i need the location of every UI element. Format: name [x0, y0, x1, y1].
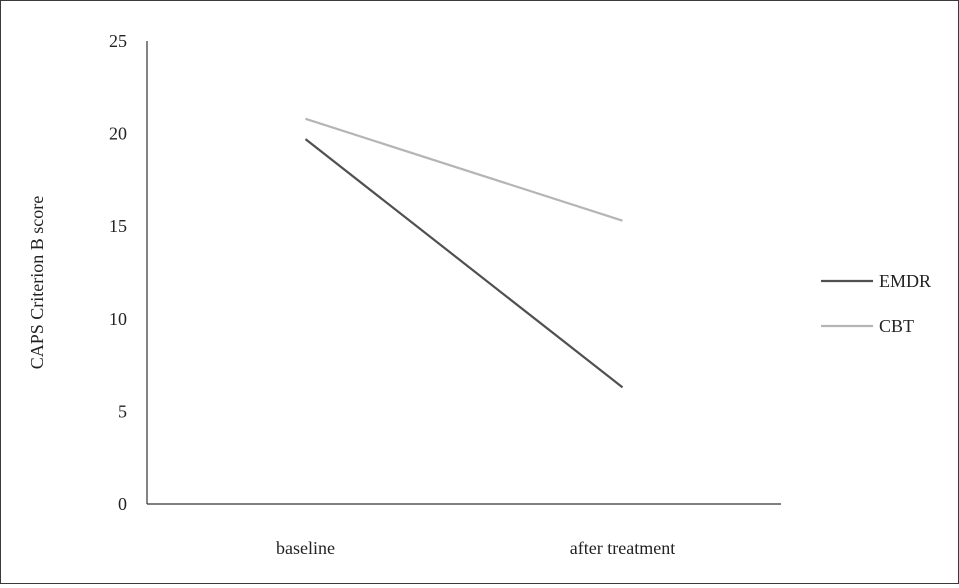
series-line-emdr: [304, 138, 624, 389]
y-tick-label: 15: [109, 216, 127, 236]
x-axis-ticks: baseline after treatment: [276, 538, 675, 558]
legend: EMDR CBT: [821, 271, 931, 336]
y-tick-label: 0: [118, 494, 127, 514]
legend-label-emdr: EMDR: [879, 271, 931, 291]
series-line-cbt: [305, 117, 623, 222]
x-tick-label: baseline: [276, 538, 335, 558]
y-tick-label: 10: [109, 309, 127, 329]
x-tick-label: after treatment: [570, 538, 675, 558]
y-axis-ticks: 0 5 10 15 20 25: [109, 31, 127, 514]
legend-label-cbt: CBT: [879, 316, 914, 336]
series-lines: [304, 117, 624, 389]
y-axis-title: CAPS Criterion B score: [27, 196, 47, 370]
y-tick-label: 20: [109, 124, 127, 144]
y-tick-label: 5: [118, 401, 127, 421]
y-tick-label: 25: [109, 31, 127, 51]
